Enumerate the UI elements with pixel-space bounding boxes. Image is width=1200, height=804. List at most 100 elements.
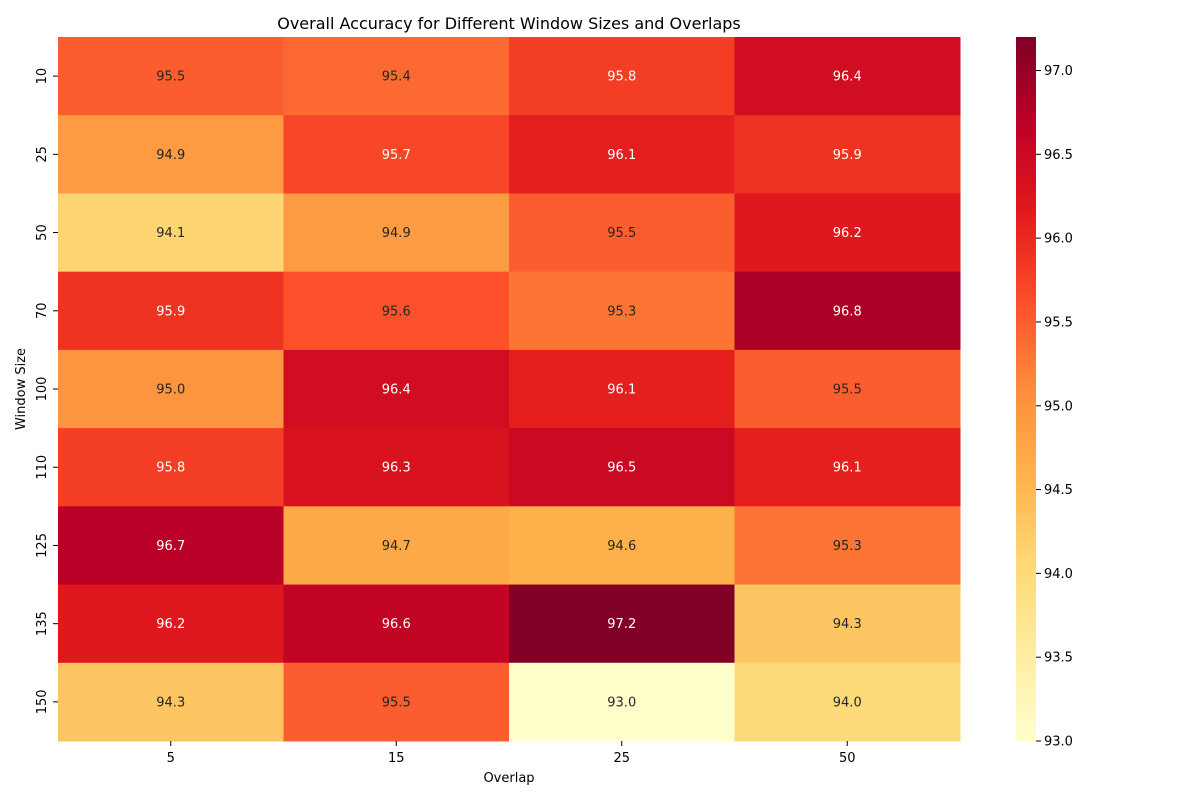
heatmap-cell	[509, 584, 735, 664]
cell-value-label: 96.4	[382, 383, 411, 398]
heatmap-cell	[283, 428, 510, 507]
colorbar-tick-label: 97.0	[1044, 64, 1073, 79]
heatmap-cell	[283, 584, 510, 664]
y-axis-ticks: 10 25 50 70 100 110 125 135 150	[35, 68, 58, 714]
heatmap-cell	[58, 506, 284, 586]
heatmap-cell	[734, 506, 961, 586]
heatmap-cell	[58, 271, 284, 351]
y-tick-label: 25	[35, 146, 50, 163]
cell-value-label: 96.3	[382, 461, 411, 476]
cell-value-label: 95.9	[156, 304, 185, 319]
cell-value-label: 96.1	[833, 461, 862, 476]
cell-value-label: 94.0	[833, 695, 862, 710]
heatmap-cell	[509, 662, 735, 742]
colorbar-tick-label: 96.0	[1044, 232, 1073, 247]
y-tick-label: 100	[35, 377, 50, 402]
cell-value-label: 96.2	[156, 617, 185, 632]
cell-value-label: 95.8	[156, 461, 185, 476]
x-tick-label: 15	[388, 751, 405, 766]
heatmap-cell	[283, 37, 510, 116]
colorbar-tick-label: 94.5	[1044, 483, 1073, 498]
cell-value-label: 94.9	[156, 148, 185, 163]
heatmap-cell	[734, 662, 961, 742]
heatmap-cell	[734, 115, 961, 194]
heatmap-cell	[509, 37, 735, 116]
heatmap-cell	[58, 584, 284, 664]
x-tick-label: 25	[613, 751, 630, 766]
heatmap-cell	[283, 662, 510, 742]
x-tick-label: 5	[167, 751, 175, 766]
heatmap-cells: 95.5 95.4 95.8 96.4 94.9 95.7 96.1 95.9 94.1 94.9…	[58, 37, 961, 742]
x-axis-label: Overlap	[483, 771, 534, 786]
cell-value-label: 97.2	[607, 617, 636, 632]
colorbar-tick-label: 93.5	[1044, 651, 1073, 666]
y-axis-label: Window Size	[14, 348, 29, 430]
cell-value-label: 94.1	[156, 226, 185, 241]
cell-value-label: 96.5	[607, 461, 636, 476]
y-tick-label: 10	[35, 68, 50, 85]
heatmap-cell	[58, 193, 284, 273]
cell-value-label: 94.3	[156, 695, 185, 710]
cell-value-label: 95.0	[156, 383, 185, 398]
heatmap-cell	[509, 193, 735, 273]
cell-value-label: 95.5	[156, 70, 185, 85]
cell-value-label: 96.6	[382, 617, 411, 632]
heatmap-cell	[58, 37, 284, 116]
chart-title: Overall Accuracy for Different Window Si…	[277, 14, 741, 33]
y-tick-label: 50	[35, 224, 50, 241]
cell-value-label: 96.1	[607, 148, 636, 163]
heatmap-cell	[58, 115, 284, 194]
cell-value-label: 95.5	[607, 226, 636, 241]
heatmap-cell	[283, 115, 510, 194]
x-tick-label: 50	[839, 751, 856, 766]
cell-value-label: 95.7	[382, 148, 411, 163]
colorbar: 93.0 93.5 94.0 94.5 95.0 95.5 96.0 96.5 97.0	[1016, 37, 1073, 750]
cell-value-label: 95.3	[607, 304, 636, 319]
cell-value-label: 96.8	[833, 304, 862, 319]
heatmap-cell	[283, 349, 510, 429]
cell-value-label: 94.6	[607, 539, 636, 554]
heatmap-cell	[509, 428, 735, 507]
heatmap-cell	[509, 271, 735, 351]
cell-value-label: 95.5	[833, 383, 862, 398]
heatmap-cell	[734, 271, 961, 351]
heatmap-cell	[509, 115, 735, 194]
cell-value-label: 93.0	[607, 695, 636, 710]
cell-value-label: 95.9	[833, 148, 862, 163]
cell-value-label: 95.4	[382, 70, 411, 85]
cell-value-label: 94.9	[382, 226, 411, 241]
heatmap-cell	[734, 349, 961, 429]
cell-value-label: 96.7	[156, 539, 185, 554]
heatmap-cell	[58, 428, 284, 507]
heatmap-cell	[734, 193, 961, 273]
heatmap-cell	[58, 349, 284, 429]
y-tick-label: 150	[35, 689, 50, 714]
x-axis-ticks: 5 15 25 50	[167, 741, 856, 766]
cell-value-label: 95.5	[382, 695, 411, 710]
cell-value-label: 96.4	[833, 70, 862, 85]
colorbar-tick-label: 93.0	[1044, 735, 1073, 750]
cell-value-label: 94.3	[833, 617, 862, 632]
y-tick-label: 70	[35, 303, 50, 320]
colorbar-tick-label: 95.0	[1044, 399, 1073, 414]
heatmap-cell	[283, 506, 510, 586]
heatmap-cell	[509, 349, 735, 429]
heatmap-cell	[509, 506, 735, 586]
y-tick-label: 110	[35, 455, 50, 480]
colorbar-tick-label: 95.5	[1044, 315, 1073, 330]
cell-value-label: 96.2	[833, 226, 862, 241]
heatmap-cell	[734, 584, 961, 664]
heatmap-cell	[283, 271, 510, 351]
cell-value-label: 95.6	[382, 304, 411, 319]
colorbar-gradient	[1016, 37, 1036, 741]
cell-value-label: 96.1	[607, 383, 636, 398]
y-tick-label: 125	[35, 533, 50, 558]
heatmap-cell	[58, 662, 284, 742]
heatmap-cell	[734, 428, 961, 507]
heatmap-cell	[283, 193, 510, 273]
colorbar-tick-label: 96.5	[1044, 148, 1073, 163]
heatmap-cell	[734, 37, 961, 116]
cell-value-label: 95.3	[833, 539, 862, 554]
